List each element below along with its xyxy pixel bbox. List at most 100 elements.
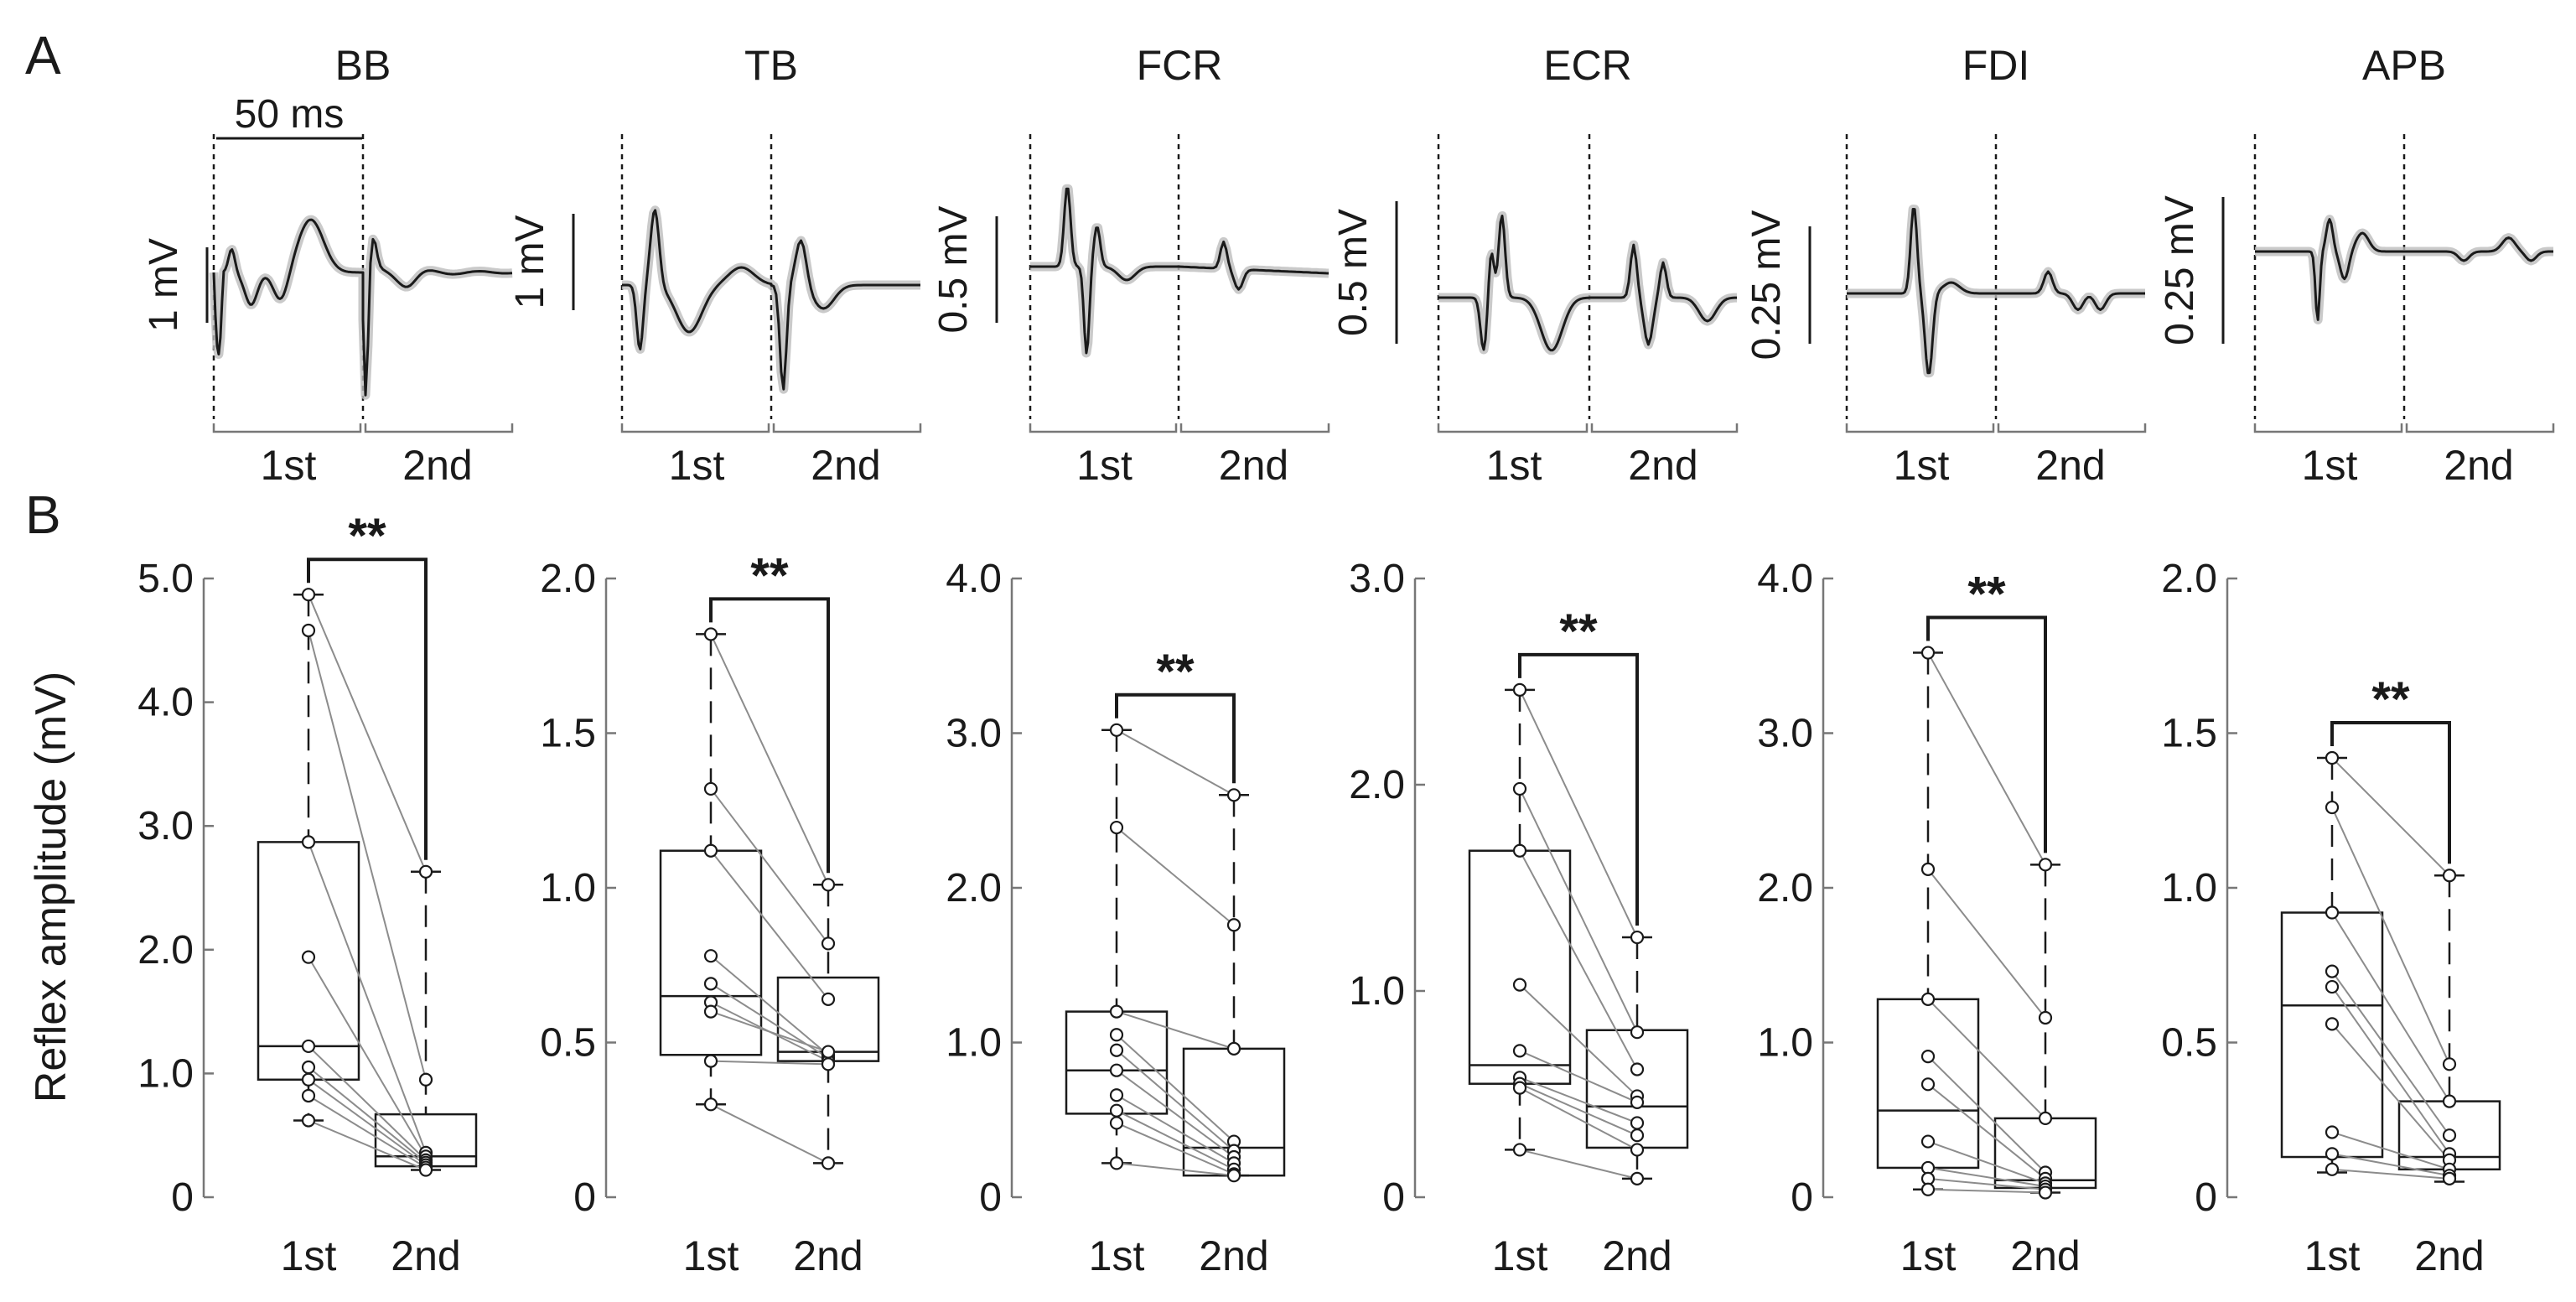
significance-stars-TB: **	[750, 548, 789, 603]
y-tick-label-ECR: 2.0	[1349, 763, 1405, 807]
trace-group-FCR: FCR 0.5 mV 1st 2nd	[931, 42, 1331, 489]
subject-line-APB	[2331, 1153, 2450, 1177]
window-label-2nd-TB: 2nd	[811, 442, 880, 489]
window-label-2nd-ECR: 2nd	[1628, 442, 1697, 489]
y-tick-label-BB: 1.0	[137, 1051, 194, 1096]
subject-line-ECR	[1519, 1076, 1638, 1124]
subject-line-FCR	[1116, 1094, 1235, 1165]
significance-stars-ECR: **	[1559, 604, 1598, 659]
subject-point-1st-APB	[2325, 1017, 2340, 1031]
subject-line-BB	[308, 1095, 427, 1169]
subject-point-1st-FDI	[1920, 1050, 1936, 1064]
subject-line-APB	[2331, 1023, 2450, 1161]
x-label-1st-APB: 1st	[2304, 1232, 2361, 1279]
significance-stars-FCR: **	[1156, 645, 1195, 699]
window-bracket-2nd-APB	[2405, 423, 2555, 433]
subject-point-1st-TB	[703, 977, 718, 991]
subject-point-2nd-FDI	[2038, 1010, 2053, 1025]
trace-mean-FDI	[1847, 208, 2145, 375]
subject-line-FDI	[1927, 1140, 2046, 1185]
subject-point-2nd-ECR	[1630, 1062, 1645, 1076]
boxplot-APB: 0 0.5 1.0 1.5 2.0 1st 2nd **	[2161, 557, 2501, 1279]
y-tick-label-ECR: 3.0	[1349, 557, 1405, 601]
trace-mean-BB	[212, 218, 513, 397]
subject-point-2nd-TB	[821, 936, 836, 951]
muscle-title-APB: APB	[2362, 42, 2446, 89]
y-tick-label-TB: 0	[573, 1175, 596, 1220]
subject-point-1st-APB	[2325, 905, 2340, 920]
subject-line-BB	[308, 957, 427, 1157]
subject-point-2nd-ECR	[1630, 1116, 1645, 1130]
subject-point-2nd-TB	[821, 992, 836, 1006]
muscle-title-FCR: FCR	[1137, 42, 1223, 89]
subject-point-1st-FDI	[1920, 1182, 1936, 1196]
trace-mean-FCR	[1030, 187, 1329, 355]
subject-line-ECR	[1519, 983, 1638, 1097]
y-tick-label-FCR: 4.0	[946, 557, 1002, 601]
window-label-1st-BB: 1st	[261, 442, 317, 489]
subject-line-TB	[710, 788, 829, 945]
subject-line-FCR	[1116, 729, 1235, 796]
subject-line-BB	[308, 594, 427, 873]
y-tick-label-FDI: 4.0	[1757, 557, 1813, 601]
subject-line-ECR	[1519, 1149, 1638, 1180]
subject-point-2nd-FCR	[1226, 918, 1241, 932]
x-label-1st-FCR: 1st	[1089, 1232, 1145, 1279]
subject-point-1st-BB	[301, 950, 316, 964]
subject-line-ECR	[1519, 850, 1638, 1070]
subject-point-1st-FDI	[1920, 862, 1936, 876]
subject-line-APB	[2331, 971, 2450, 1136]
subject-line-FCR	[1116, 1162, 1235, 1177]
boxplot-FDI: 0 1.0 2.0 3.0 4.0 1st 2nd **	[1757, 557, 2097, 1279]
subject-point-1st-BB	[301, 1088, 316, 1103]
x-label-2nd-APB: 2nd	[2414, 1232, 2484, 1279]
subject-point-1st-TB	[703, 1004, 718, 1019]
box-1st-APB	[2280, 911, 2384, 1159]
subject-point-1st-TB	[703, 1097, 718, 1112]
y-tick-label-FDI: 3.0	[1757, 712, 1813, 756]
subject-point-1st-APB	[2325, 800, 2340, 815]
y-tick-label-TB: 2.0	[540, 557, 596, 601]
window-bracket-1st-BB	[212, 423, 362, 433]
subject-point-1st-TB	[703, 627, 718, 641]
subject-point-2nd-TB	[821, 1045, 836, 1059]
subject-line-FCR	[1116, 1122, 1235, 1175]
significance-stars-BB: **	[348, 509, 386, 563]
scale-label-BB: 1 mV	[142, 238, 186, 332]
subject-point-1st-FDI	[1920, 646, 1936, 660]
x-label-2nd-ECR: 2nd	[1602, 1232, 1672, 1279]
y-tick-label-APB: 0	[2195, 1175, 2217, 1220]
subject-point-1st-FCR	[1109, 1156, 1124, 1170]
subject-line-FDI	[1927, 1188, 2046, 1194]
subject-point-2nd-FDI	[2038, 858, 2053, 872]
significance-stars-FDI: **	[1967, 568, 2006, 622]
subject-point-1st-ECR	[1512, 978, 1527, 992]
panel-b-boxplots: 0 1.0 2.0 3.0 4.0 5.0 1st 2nd ** 0 0.5 1.0 1.5 2.0 1st…	[137, 509, 2501, 1279]
trace-mean-TB	[622, 209, 920, 391]
subject-line-FDI	[1927, 1056, 2046, 1174]
subject-point-1st-BB	[301, 835, 316, 849]
boxplot-FCR: 0 1.0 2.0 3.0 4.0 1st 2nd **	[946, 557, 1286, 1279]
subject-point-2nd-TB	[821, 1156, 836, 1170]
panel-a-letter: A	[25, 25, 61, 86]
subject-line-FDI	[1927, 869, 2046, 1019]
subject-line-BB	[308, 1045, 427, 1161]
window-label-1st-FDI: 1st	[1894, 442, 1950, 489]
subject-point-1st-TB	[703, 781, 718, 796]
subject-point-1st-APB	[2325, 979, 2340, 994]
subject-point-2nd-TB	[821, 878, 836, 892]
subject-line-BB	[308, 1119, 427, 1171]
subject-point-2nd-ECR	[1630, 1128, 1645, 1143]
scale-label-FCR: 0.5 mV	[931, 205, 976, 333]
window-bracket-1st-FDI	[1845, 423, 1995, 433]
y-tick-label-APB: 1.0	[2161, 866, 2217, 910]
boxplot-TB: 0 0.5 1.0 1.5 2.0 1st 2nd **	[540, 548, 880, 1279]
subject-line-APB	[2331, 1131, 2450, 1170]
subject-point-1st-APB	[2325, 750, 2340, 765]
window-label-1st-TB: 1st	[669, 442, 725, 489]
window-label-2nd-FCR: 2nd	[1219, 442, 1288, 489]
subject-line-ECR	[1519, 1082, 1638, 1137]
subject-line-APB	[2331, 807, 2450, 1065]
significance-bracket-FDI	[1926, 615, 2047, 853]
subject-point-1st-FCR	[1109, 1103, 1124, 1118]
